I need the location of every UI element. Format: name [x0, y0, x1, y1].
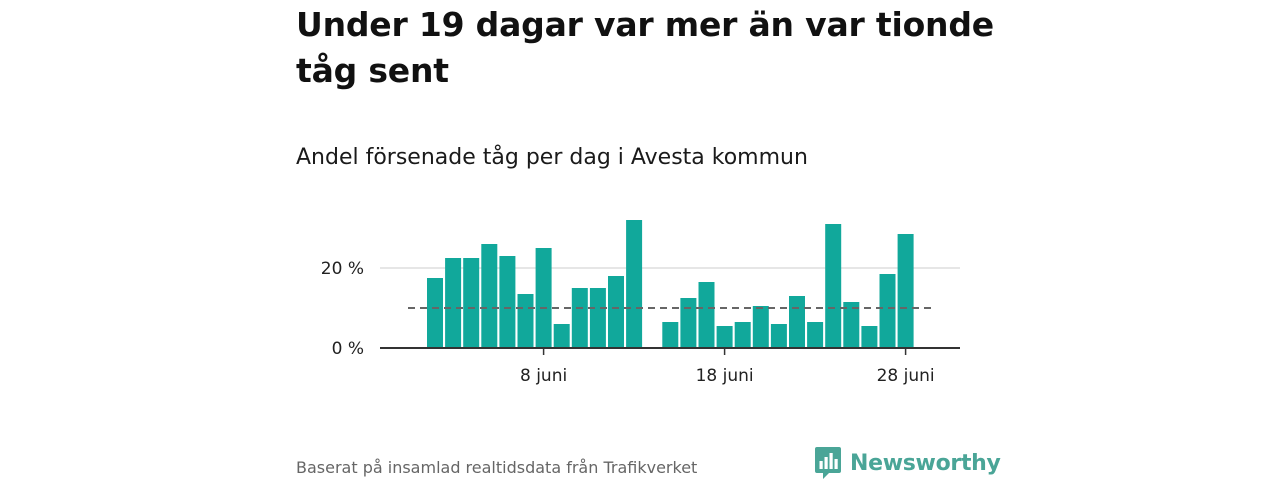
x-tick-label: 28 juni	[877, 366, 935, 386]
bar	[662, 322, 679, 348]
bar	[535, 248, 552, 348]
y-tick-label: 20 %	[321, 259, 364, 279]
bar	[734, 322, 751, 348]
bar	[807, 322, 824, 348]
x-axis	[380, 347, 960, 355]
bar	[499, 256, 516, 348]
bar	[897, 234, 914, 348]
bar	[716, 326, 733, 348]
bar	[517, 294, 534, 348]
bar	[879, 274, 896, 348]
x-tick-label: 8 juni	[520, 366, 567, 386]
bar	[789, 296, 805, 348]
bar	[752, 306, 769, 348]
bar	[843, 302, 860, 348]
bar	[698, 282, 715, 348]
bar	[626, 220, 643, 348]
logo-wordmark: Newsworthy	[850, 450, 1001, 476]
bar	[589, 288, 606, 348]
bar-series	[427, 220, 914, 348]
y-tick-label: 0 %	[332, 339, 364, 359]
chart-title: Under 19 dagar var mer än var tionde tåg…	[296, 5, 994, 90]
bar	[445, 258, 462, 348]
bar	[553, 324, 570, 348]
bar	[861, 326, 878, 348]
newsworthy-logo: Newsworthy	[814, 446, 1001, 480]
source-note: Baserat på insamlad realtidsdata från Tr…	[296, 458, 698, 477]
bar	[770, 324, 787, 348]
bar	[427, 278, 443, 348]
newsworthy-bar-chart-icon	[815, 447, 841, 479]
bar	[680, 298, 697, 348]
bar	[608, 276, 624, 348]
tick-labels: 8 juni 18 juni 28 juni 0 % 20 %	[321, 259, 935, 386]
bar	[571, 288, 588, 348]
chart-subtitle: Andel försenade tåg per dag i Avesta kom…	[296, 145, 808, 170]
bar	[481, 244, 498, 348]
bar	[463, 258, 480, 348]
x-tick-label: 18 juni	[696, 366, 754, 386]
bar	[825, 224, 842, 348]
